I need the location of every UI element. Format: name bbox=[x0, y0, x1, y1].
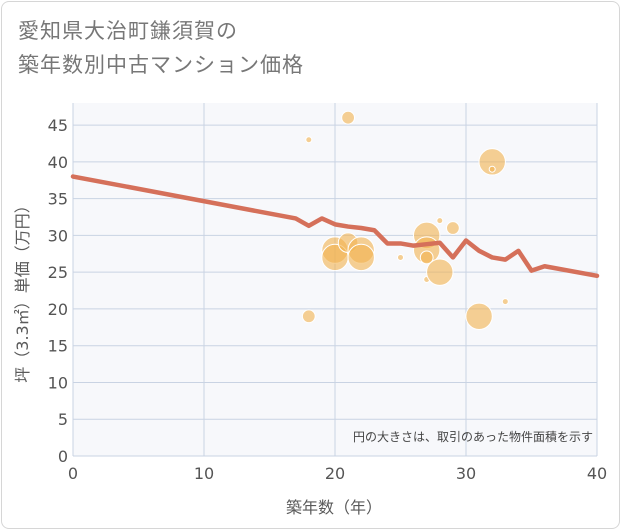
x-tick-40: 40 bbox=[587, 464, 607, 483]
bubble-19 bbox=[501, 298, 509, 306]
y-axis-label: 坪（3.3㎡）単価（万円） bbox=[13, 197, 32, 382]
y-tick-0: 0 bbox=[58, 447, 68, 466]
trend-series bbox=[70, 174, 600, 279]
bubble-13 bbox=[436, 217, 444, 225]
bubble-15 bbox=[446, 221, 460, 235]
y-tick-10: 10 bbox=[48, 373, 68, 392]
chart-title-line-2: 築年数別中古マンション価格 bbox=[18, 53, 304, 77]
x-axis-label: 築年数（年） bbox=[286, 498, 382, 517]
bubble-0 bbox=[305, 136, 313, 144]
x-tick-0: 0 bbox=[68, 464, 78, 483]
y-tick-20: 20 bbox=[48, 300, 68, 319]
chart-title-line-1: 愛知県大治町鎌須賀の bbox=[18, 19, 238, 43]
y-tick-labels: 0 5 10 15 20 25 30 35 40 45 bbox=[48, 116, 68, 466]
size-annotation: 円の大きさは、取引のあった物件面積を示す bbox=[353, 429, 593, 444]
y-tick-45: 45 bbox=[48, 116, 68, 135]
x-tick-10: 10 bbox=[194, 464, 214, 483]
bubble-7 bbox=[347, 243, 375, 272]
x-tick-labels: 0 10 20 30 40 bbox=[68, 464, 607, 483]
bubble-11 bbox=[419, 250, 434, 265]
bubble-18 bbox=[488, 165, 496, 173]
bubble-series bbox=[301, 110, 509, 330]
bubble-8 bbox=[397, 253, 404, 261]
y-tick-40: 40 bbox=[48, 153, 68, 172]
bubble-16 bbox=[465, 302, 493, 330]
y-tick-25: 25 bbox=[48, 263, 68, 282]
bubble-14 bbox=[426, 258, 454, 286]
y-tick-5: 5 bbox=[58, 410, 68, 429]
bubble-17 bbox=[478, 148, 506, 176]
bubble-2 bbox=[301, 309, 316, 324]
y-tick-35: 35 bbox=[48, 190, 68, 209]
chart-title: 愛知県大治町鎌須賀の 築年数別中古マンション価格 bbox=[18, 14, 304, 82]
x-tick-30: 30 bbox=[456, 464, 476, 483]
horizontal-gridlines bbox=[73, 124, 597, 457]
bubble-1 bbox=[341, 110, 356, 125]
y-tick-15: 15 bbox=[48, 337, 68, 356]
x-tick-20: 20 bbox=[325, 464, 345, 483]
y-tick-30: 30 bbox=[48, 226, 68, 245]
trend-line bbox=[70, 174, 600, 279]
